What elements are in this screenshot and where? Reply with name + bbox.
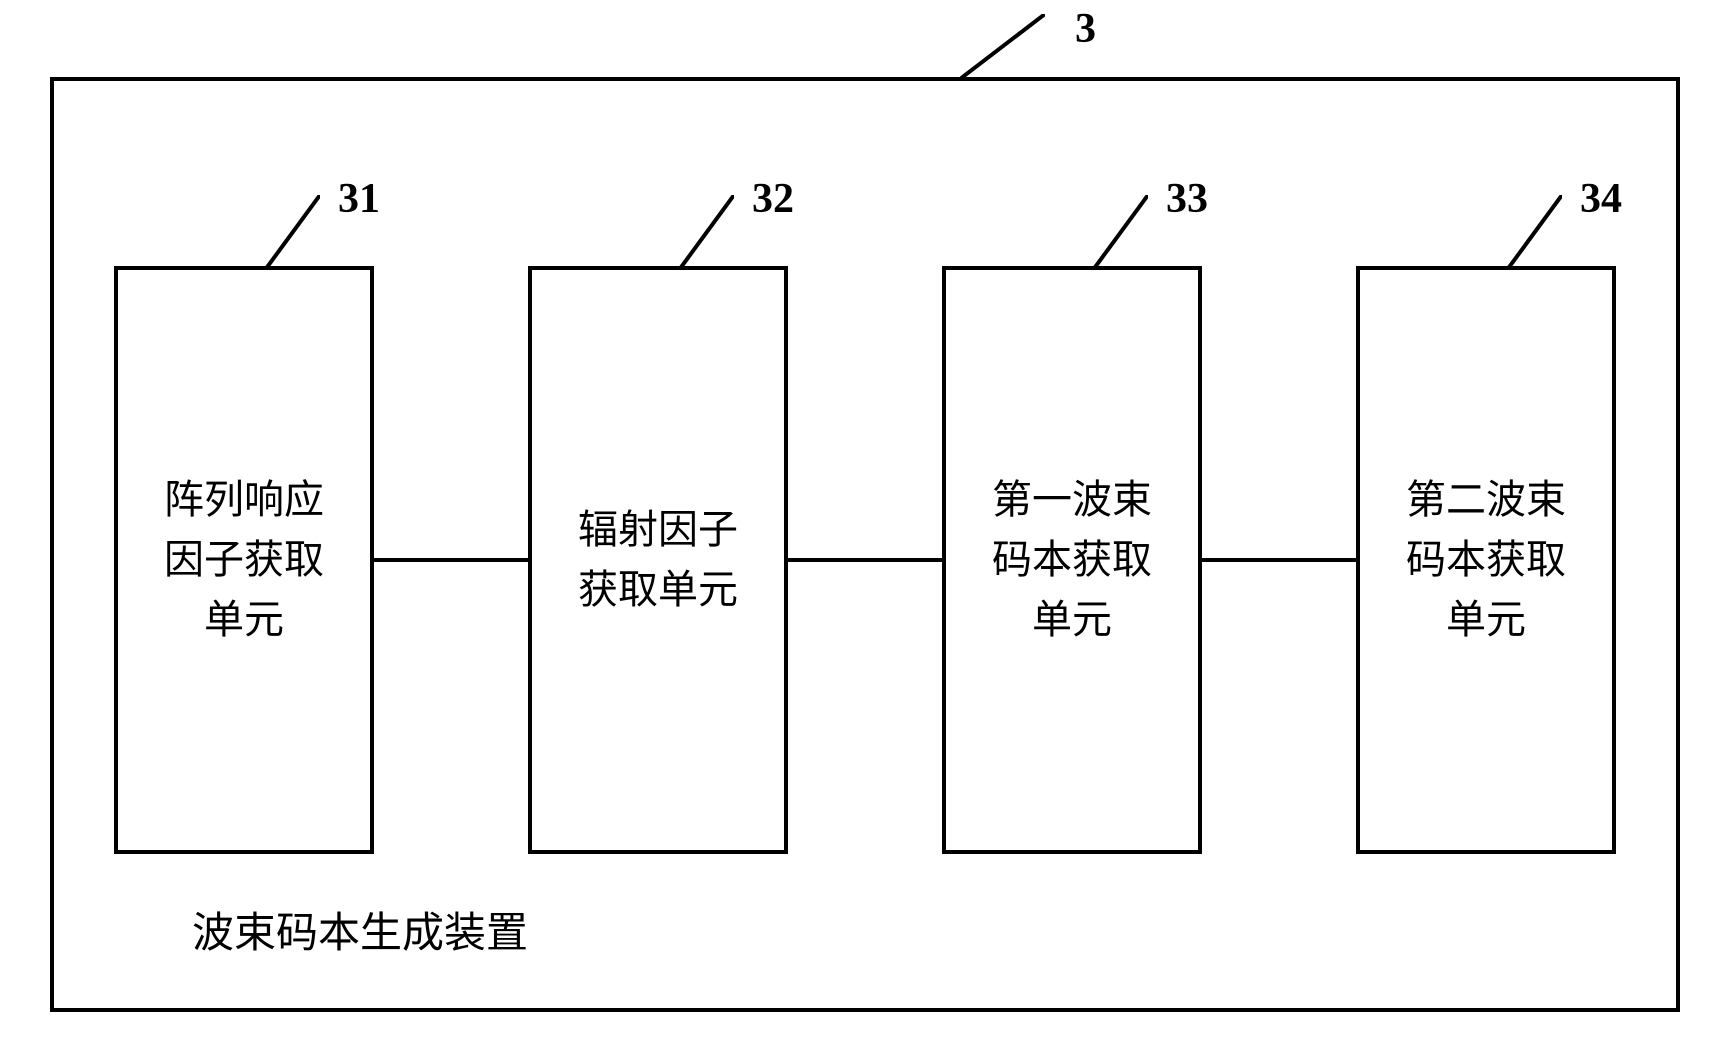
unit-box-33: 33 第一波束 码本获取 单元	[942, 266, 1202, 854]
units-row: 31 阵列响应 因子获取 单元 32 辐射因子 获取单元	[114, 266, 1616, 854]
unit-box-31: 31 阵列响应 因子获取 单元	[114, 266, 374, 854]
unit-label: 33	[1166, 175, 1208, 223]
unit-box-34: 34 第二波束 码本获取 单元	[1356, 266, 1616, 854]
device-container: 31 阵列响应 因子获取 单元 32 辐射因子 获取单元	[50, 77, 1680, 1012]
outer-label-leader-line	[960, 14, 1045, 79]
label-leader-line	[1507, 195, 1562, 270]
unit-label: 31	[338, 175, 380, 223]
unit-text: 阵列响应 因子获取 单元	[139, 470, 349, 650]
label-leader-line	[679, 195, 734, 270]
unit-label: 34	[1580, 175, 1622, 223]
unit-text: 第一波束 码本获取 单元	[967, 470, 1177, 650]
device-name-label: 波束码本生成装置	[192, 899, 528, 960]
label-leader-line	[1093, 195, 1148, 270]
outer-label: 3	[1075, 5, 1096, 53]
connector-line	[374, 558, 528, 562]
unit-box-32: 32 辐射因子 获取单元	[528, 266, 788, 854]
unit-text: 第二波束 码本获取 单元	[1381, 470, 1591, 650]
label-leader-line	[265, 195, 320, 270]
connector-line	[1202, 558, 1356, 562]
unit-label: 32	[752, 175, 794, 223]
unit-text: 辐射因子 获取单元	[553, 500, 763, 620]
connector-line	[788, 558, 942, 562]
